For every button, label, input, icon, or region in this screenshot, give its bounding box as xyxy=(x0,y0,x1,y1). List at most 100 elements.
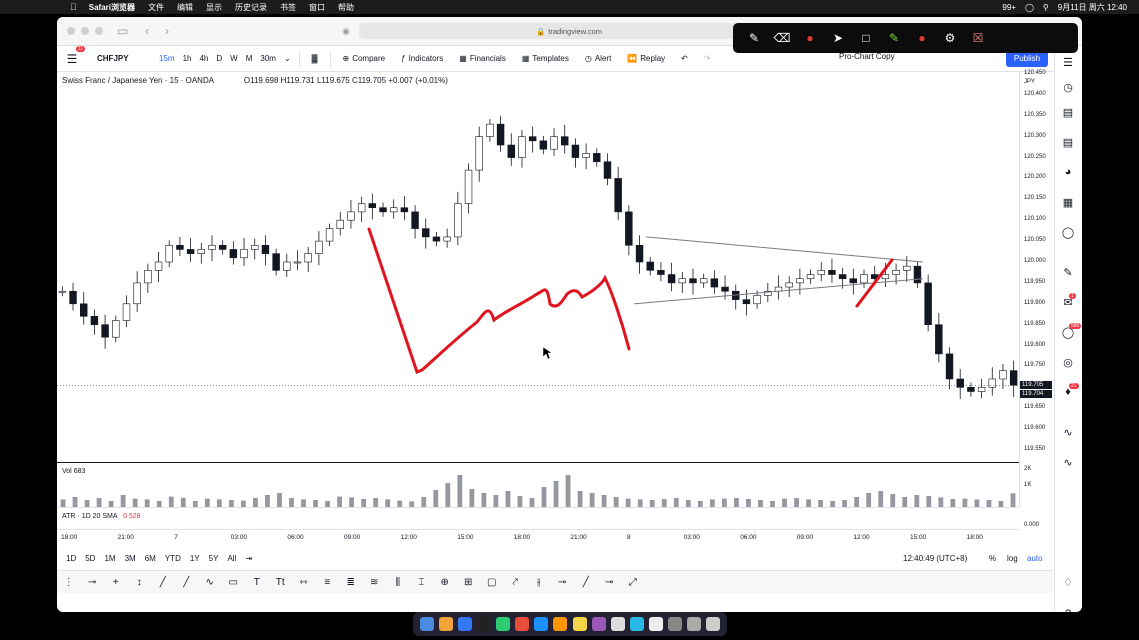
address-bar[interactable]: 🔒 tradingview.com xyxy=(359,23,779,39)
watchlist-icon[interactable]: ☰ xyxy=(1063,56,1073,69)
dock-app-icon[interactable] xyxy=(438,617,453,631)
ideas-icon[interactable]: ◯ xyxy=(1061,226,1075,239)
drawing-tool-icon[interactable]: ╱ xyxy=(159,576,166,588)
range-5d[interactable]: 5D xyxy=(85,553,96,563)
drawing-tool-icon[interactable]: ∿ xyxy=(205,576,214,588)
back-arrow-icon[interactable]: ‹ xyxy=(145,24,149,38)
news-icon[interactable]: ▤ xyxy=(1062,136,1074,149)
symbol-search[interactable]: CHFJPY xyxy=(97,54,129,63)
minimize-window-button[interactable] xyxy=(81,27,89,35)
status-badge[interactable]: 99+ xyxy=(1002,2,1016,12)
dock-app-icon[interactable] xyxy=(457,617,472,631)
calendar-icon[interactable]: ▦ xyxy=(1062,196,1074,209)
shapes-icon[interactable]: ● xyxy=(806,31,814,45)
drawing-tool-icon[interactable]: + xyxy=(112,576,119,588)
menu-app-name[interactable]: Safari浏览器 xyxy=(82,2,135,12)
menu-help[interactable]: 帮助 xyxy=(331,2,354,12)
price-chart[interactable] xyxy=(57,72,1019,462)
pointer-icon[interactable]: ➤ xyxy=(832,31,844,45)
range-6m[interactable]: 6M xyxy=(144,553,156,563)
eraser-icon[interactable]: ☒ xyxy=(972,31,984,45)
goto-date-icon[interactable]: ⇥ xyxy=(245,553,253,563)
menu-file[interactable]: 文件 xyxy=(141,2,164,12)
signal-icon[interactable]: ∿ xyxy=(1063,426,1073,439)
menu-bookmarks[interactable]: 书签 xyxy=(273,2,296,12)
sidebar-toggle-icon[interactable]: ▭ xyxy=(117,24,129,38)
chat-icon[interactable]: ✎ xyxy=(1063,266,1073,279)
dock-app-icon[interactable] xyxy=(591,617,606,631)
replay-button[interactable]: ⏪ Replay xyxy=(627,54,665,63)
menubar-clock[interactable]: 9月11日 周六 12:40 xyxy=(1057,2,1127,12)
alerts-icon[interactable]: ◷ xyxy=(1063,81,1073,94)
drawing-tool-icon[interactable]: ≋ xyxy=(370,576,379,588)
drawing-tool-icon[interactable]: T xyxy=(253,576,260,588)
drawing-tool-icon[interactable]: ↕ xyxy=(136,576,142,588)
percent-scale-toggle[interactable]: % xyxy=(989,553,997,563)
drawing-tool-icon[interactable]: ⫲ xyxy=(537,576,541,588)
drawing-tool-icon[interactable]: ≡ xyxy=(324,576,331,588)
chart-clock[interactable]: 12:40:49 (UTC+8) xyxy=(903,553,968,563)
text-tool-icon[interactable]: ⌫ xyxy=(773,31,791,45)
interval-30m[interactable]: 30m xyxy=(260,54,276,63)
main-menu-icon[interactable]: ☰ 11 xyxy=(66,45,85,66)
time-axis[interactable]: 18:00 21:00 7 03:00 06:00 09:00 12:00 15:00 18:0… xyxy=(57,529,1019,544)
drawing-tool-icon[interactable]: Tt xyxy=(275,576,285,588)
dock-app-icon[interactable] xyxy=(476,617,491,631)
privacy-shield-icon[interactable]: ◉ xyxy=(342,26,350,36)
menu-history[interactable]: 历史记录 xyxy=(228,2,267,12)
drawing-tool-icon[interactable]: ⊸ xyxy=(88,576,97,588)
hotlists-icon[interactable]: ◕ xyxy=(1064,166,1072,178)
drawing-tool-icon[interactable]: ⋮ xyxy=(63,576,74,588)
range-1d[interactable]: 1D xyxy=(66,553,77,563)
dock-app-icon[interactable] xyxy=(553,617,568,631)
pen-icon[interactable]: ✎ xyxy=(748,31,760,45)
drawing-tool-icon[interactable]: ╱ xyxy=(183,576,190,588)
drawing-tool-icon[interactable]: ⊞ xyxy=(464,576,473,588)
undo-icon[interactable]: ↶ xyxy=(681,54,688,63)
drawing-tool-icon[interactable]: ≣ xyxy=(346,576,355,588)
drawing-tool-icon[interactable]: ⊸ xyxy=(605,576,614,588)
alert-button[interactable]: ◷ Alert xyxy=(585,54,611,63)
data-window-icon[interactable]: ▤ xyxy=(1062,106,1074,119)
dock-app-icon[interactable] xyxy=(668,617,683,631)
atr-pane[interactable] xyxy=(57,507,1019,530)
layers-icon[interactable]: ♢ xyxy=(1063,576,1073,589)
templates-button[interactable]: ▦ Templates xyxy=(522,54,569,63)
volume-pane[interactable] xyxy=(57,462,1019,508)
drawing-tool-icon[interactable]: ⊕ xyxy=(440,576,449,588)
compare-button[interactable]: ⊕ Compare xyxy=(343,54,386,63)
interval-w[interactable]: W xyxy=(230,54,238,63)
drawing-tool-icon[interactable]: ⤢ xyxy=(628,576,637,588)
menu-view[interactable]: 显示 xyxy=(199,2,222,12)
pulse-icon[interactable]: ∿ xyxy=(1063,456,1073,469)
range-5y[interactable]: 5Y xyxy=(208,553,219,563)
drawing-tool-icon[interactable]: ▭ xyxy=(228,576,238,588)
redo-icon[interactable]: ↷ xyxy=(703,54,711,63)
interval-m[interactable]: M xyxy=(245,54,253,63)
price-axis[interactable]: JPY 120.450 120.400 120.350 120.300 120.250 1… xyxy=(1019,70,1054,528)
streams-icon[interactable]: ◯ xyxy=(1061,326,1075,339)
dock-app-icon[interactable] xyxy=(572,617,587,631)
whiteboard-icon[interactable]: □ xyxy=(862,31,870,45)
range-3m[interactable]: 3M xyxy=(124,553,136,563)
drawing-tool-icon[interactable]: ╱ xyxy=(582,576,589,588)
menu-window[interactable]: 窗口 xyxy=(302,2,325,12)
ideas-stream-icon[interactable]: ✉ xyxy=(1063,296,1073,309)
layout-name[interactable]: Pro-Chart Copy xyxy=(839,52,895,61)
trendline-triangle_upper[interactable] xyxy=(646,236,923,263)
drawing-tool-icon[interactable]: ⤤ xyxy=(512,576,519,588)
drawing-tool-icon[interactable]: ⇿ xyxy=(299,576,308,588)
dock-app-icon[interactable] xyxy=(534,617,549,631)
range-1y[interactable]: 1Y xyxy=(189,553,200,563)
symbol-title[interactable]: Swiss Franc / Japanese Yen · 15 · OANDA xyxy=(62,76,214,85)
interval-4h[interactable]: 4h xyxy=(199,54,209,63)
dock-app-icon[interactable] xyxy=(515,617,530,631)
dock-app-icon[interactable] xyxy=(629,617,644,631)
bell-icon[interactable]: ♦ xyxy=(1065,386,1071,398)
settings-gear-icon[interactable]: ⚙ xyxy=(944,31,956,45)
interval-15m[interactable]: 15m xyxy=(159,54,175,63)
wifi-icon[interactable]: ◯ xyxy=(1024,2,1034,12)
indicators-button[interactable]: ƒ Indicators xyxy=(401,54,443,63)
dock-app-icon[interactable] xyxy=(687,617,702,631)
forward-arrow-icon[interactable]: › xyxy=(165,24,169,38)
